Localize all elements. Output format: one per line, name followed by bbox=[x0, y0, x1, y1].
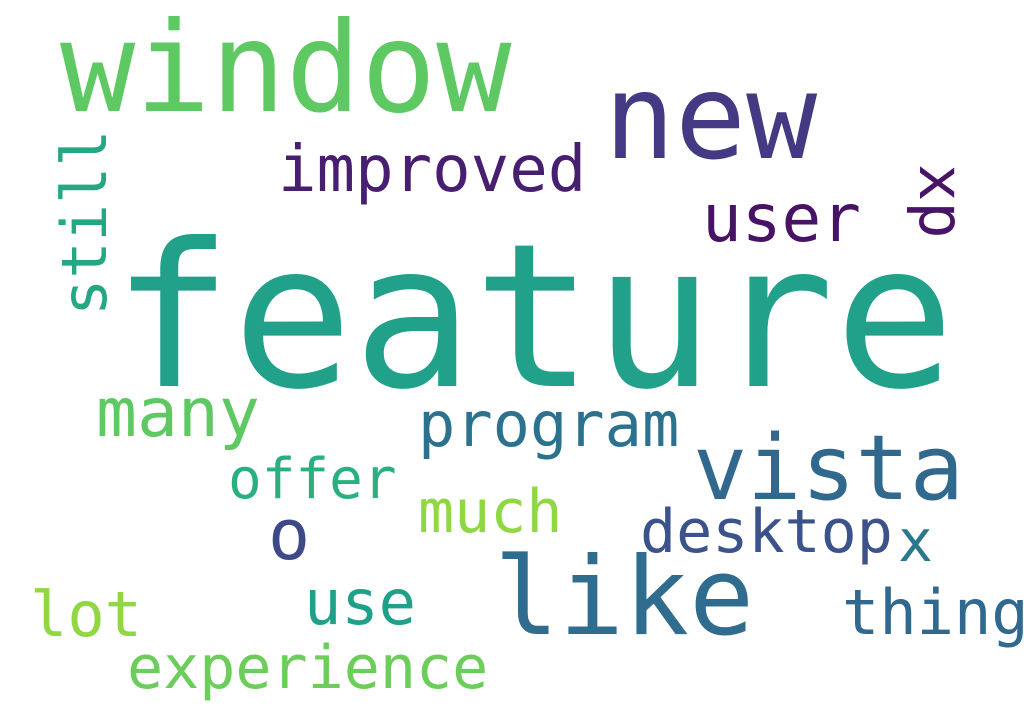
word-desktop: desktop bbox=[640, 497, 893, 567]
word-improved: improved bbox=[278, 133, 587, 207]
word-offer: offer bbox=[228, 447, 397, 512]
word-use: use bbox=[304, 566, 416, 639]
word-thing: thing bbox=[842, 576, 1024, 649]
word-experience: experience bbox=[127, 633, 489, 703]
word-still: still bbox=[48, 129, 121, 316]
word-window: window bbox=[60, 0, 512, 141]
word-much: much bbox=[418, 477, 563, 547]
word-new: new bbox=[604, 48, 818, 186]
word-like: like bbox=[494, 535, 755, 660]
word-xp: xp bbox=[905, 164, 978, 239]
word-lot: lot bbox=[30, 578, 142, 651]
word-x: x bbox=[898, 507, 933, 575]
word-vista: vista bbox=[693, 416, 964, 521]
word-o: o bbox=[268, 494, 311, 576]
word-many: many bbox=[96, 374, 260, 453]
word-program: program bbox=[418, 388, 680, 461]
word-user: user bbox=[702, 180, 861, 257]
word-feature: feature bbox=[112, 201, 955, 434]
